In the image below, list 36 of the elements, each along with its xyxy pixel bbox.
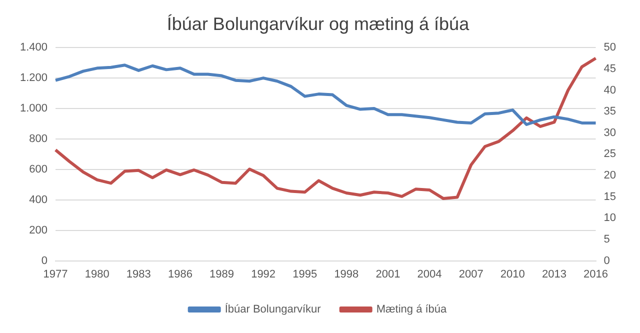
legend-label: Íbúar Bolungarvíkur [224, 302, 322, 316]
x-tick-label: 1977 [43, 268, 68, 280]
y-tick-label: 1.000 [20, 102, 48, 115]
y-tick-label: 0 [41, 254, 48, 267]
x-tick-label: 1995 [292, 268, 318, 280]
y-tick-label: 1.200 [20, 72, 48, 84]
y2-tick-label: 5 [604, 234, 610, 246]
y2-tick-label: 40 [604, 84, 616, 96]
x-tick-label: 1992 [251, 268, 276, 280]
x-tick-label: 1986 [168, 268, 192, 280]
y2-tick-label: 30 [604, 126, 616, 139]
y2-tick-label: 50 [604, 42, 616, 54]
chart-title: Íbúar Bolungarvíkur og mæting á íbúa [166, 14, 470, 34]
y2-tick-label: 0 [604, 254, 610, 267]
x-tick-label: 1998 [334, 268, 359, 280]
x-tick-label: 2016 [584, 268, 608, 280]
y-tick-label: 400 [29, 194, 48, 206]
y2-tick-label: 35 [604, 106, 616, 118]
x-tick-label: 2001 [376, 268, 400, 280]
y2-tick-label: 10 [604, 212, 616, 224]
y2-tick-label: 15 [604, 190, 616, 203]
y-tick-label: 1.400 [20, 42, 48, 54]
x-tick-label: 1983 [126, 268, 151, 280]
x-tick-label: 2013 [542, 268, 566, 280]
y2-tick-label: 25 [604, 148, 616, 160]
y-tick-label: 800 [29, 133, 48, 146]
y-tick-label: 600 [29, 163, 48, 176]
x-tick-label: 2010 [500, 268, 525, 280]
y2-tick-label: 20 [604, 170, 616, 182]
y2-tick-label: 45 [604, 62, 616, 75]
x-tick-label: 2007 [458, 268, 484, 280]
x-tick-label: 1980 [84, 268, 110, 280]
x-tick-label: 2004 [417, 268, 442, 280]
x-tick-label: 1989 [210, 268, 234, 280]
y-tick-label: 200 [29, 224, 48, 236]
legend-label: Mæting á íbúa [376, 304, 448, 316]
